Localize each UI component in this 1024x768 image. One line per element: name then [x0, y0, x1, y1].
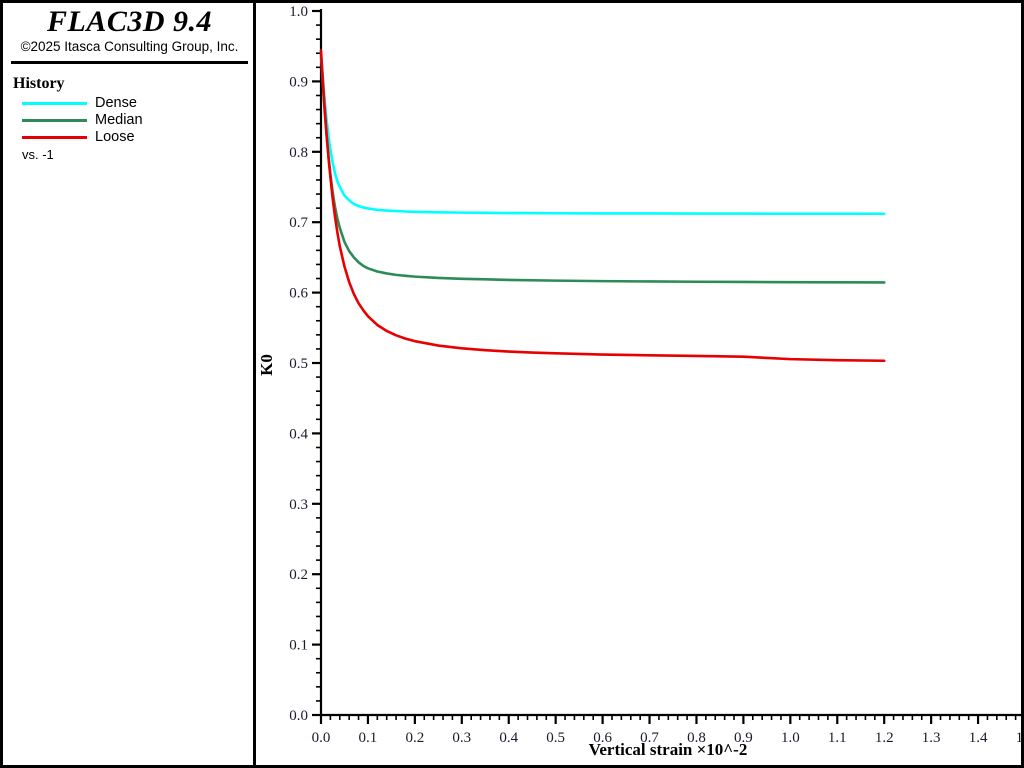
y-tick-label: 0.1: [289, 638, 308, 654]
legend-swatch-dense: [22, 102, 87, 105]
x-tick-label: 1.5: [1016, 730, 1024, 746]
series-line-loose: [319, 49, 886, 363]
y-tick-label: 1.0: [289, 4, 308, 20]
x-tick-label: 1.2: [875, 730, 894, 746]
legend-label-median: Median: [95, 112, 143, 128]
legend-label-dense: Dense: [95, 95, 137, 111]
y-tick-label: 0.6: [289, 286, 308, 302]
x-tick-label: 0.8: [687, 730, 706, 746]
x-tick-label: 1.3: [922, 730, 941, 746]
chart-plot-area: 0.0 0.1 0.2 0.3 0.4 0.5 0.6 0.7 0.8 0.9 1.0 0.0 0.1…: [256, 3, 1024, 765]
info-panel: FLAC3D 9.4 ©2025 Itasca Consulting Group…: [3, 3, 256, 765]
x-tick-label: 0.7: [640, 730, 659, 746]
copyright-text: ©2025 Itasca Consulting Group, Inc.: [20, 39, 239, 54]
x-tick-label: 0.9: [734, 730, 753, 746]
x-tick-label: 1.0: [781, 730, 800, 746]
x-tick-label: 0.5: [546, 730, 565, 746]
y-axis-title: K0: [257, 354, 276, 376]
x-tick-label: 0.3: [452, 730, 471, 746]
legend-label-loose: Loose: [95, 129, 135, 145]
y-tick-label: 0.8: [289, 145, 308, 161]
x-tick-label: 0.6: [593, 730, 612, 746]
y-tick-label: 0.9: [289, 74, 308, 90]
panel-divider: [11, 61, 248, 64]
x-tick-label: 1.1: [828, 730, 847, 746]
x-tick-label: 0.2: [405, 730, 424, 746]
x-tick-label: 0.4: [499, 730, 518, 746]
legend-heading: History: [13, 75, 65, 92]
chart-svg: 0.0 0.1 0.2 0.3 0.4 0.5 0.6 0.7 0.8 0.9 1.0 0.0 0.1…: [257, 4, 1024, 759]
data-series-group: [319, 49, 886, 363]
legend-item-median[interactable]: Median: [3, 112, 256, 129]
x-axis: 0.0 0.1 0.2 0.3 0.4 0.5 0.6 0.7 0.8 0.9 1.0 1.1 1.2 1…: [312, 713, 1024, 746]
x-tick-label: 1.4: [969, 730, 988, 746]
legend-item-loose[interactable]: Loose: [3, 129, 256, 146]
y-tick-label: 0.3: [289, 497, 308, 513]
y-tick-label: 0.4: [289, 426, 308, 442]
y-axis: 0.0 0.1 0.2 0.3 0.4 0.5 0.6 0.7 0.8 0.9 1.0: [289, 4, 323, 724]
legend-item-dense[interactable]: Dense: [3, 95, 256, 112]
y-tick-label: 0.0: [289, 708, 308, 724]
y-tick-label: 0.7: [289, 215, 308, 231]
legend-swatch-loose: [22, 136, 87, 139]
legend-footer: vs. -1: [22, 147, 54, 162]
y-tick-label: 0.2: [289, 567, 308, 583]
series-line-dense: [319, 51, 886, 216]
legend-list: Dense Median Loose: [3, 95, 256, 146]
app-title: FLAC3D 9.4: [46, 5, 213, 38]
x-tick-label: 0.0: [312, 730, 331, 746]
legend-swatch-median: [22, 119, 87, 122]
series-line-median: [319, 53, 886, 284]
y-tick-label: 0.5: [289, 356, 308, 372]
x-tick-label: 0.1: [359, 730, 378, 746]
x-axis-title: Vertical strain ×10^-2: [589, 740, 748, 759]
